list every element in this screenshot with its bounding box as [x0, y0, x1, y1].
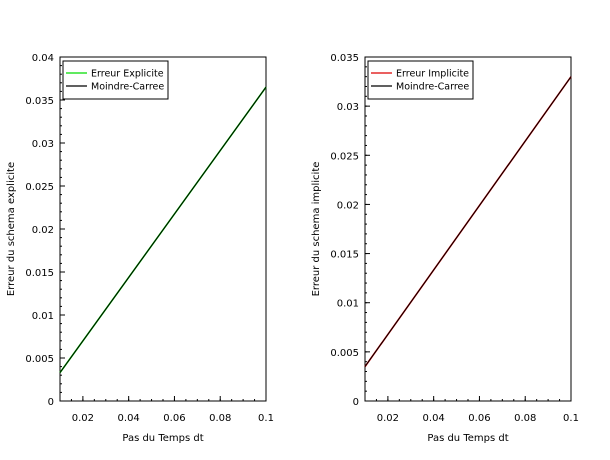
y-tick-label: 0.015: [330, 250, 359, 261]
plot-frame: [364, 56, 572, 402]
y-tick-label: 0.015: [25, 268, 54, 279]
x-tick-label: 0.04: [118, 413, 140, 424]
y-tick-label: 0.025: [25, 182, 54, 193]
y-tick-label: 0.02: [337, 200, 359, 211]
y-tick-label: 0.01: [32, 311, 54, 322]
legend-box: [62, 60, 169, 100]
x-tick-label: 0.06: [163, 413, 185, 424]
legend-entry: Moindre-Carree: [396, 82, 469, 93]
legend-box: [367, 60, 474, 100]
y-tick-label: 0.02: [32, 225, 54, 236]
series-line-2: [364, 76, 572, 367]
x-tick-label: 0.08: [514, 413, 536, 424]
legend-entry: Erreur Implicite: [396, 69, 469, 80]
y-tick-label: 0.005: [330, 348, 359, 359]
y-tick-label: 0.025: [330, 151, 359, 162]
x-axis-label: Pas du Temps dt: [427, 433, 508, 444]
x-tick-label: 0.1: [563, 413, 579, 424]
x-tick-label: 0.08: [209, 413, 231, 424]
series-line-2: [59, 86, 267, 373]
y-tick-label: 0.04: [32, 53, 54, 64]
x-tick-label: 0.1: [258, 413, 274, 424]
legend: Erreur Implicite Moindre-Carree: [367, 60, 474, 100]
x-tick-label: 0.04: [423, 413, 445, 424]
y-tick-label: 0.01: [337, 299, 359, 310]
legend-entry: Moindre-Carree: [91, 82, 164, 93]
legend-entry: Erreur Explicite: [91, 69, 164, 80]
chart-panel-2: 0.02 0.04 0.06 0.08 0.1 0 0.005 0.01 0.015 0.02 0.…: [311, 53, 579, 444]
y-tick-label: 0.03: [337, 102, 359, 113]
y-tick-label: 0.005: [25, 354, 54, 365]
y-tick-label: 0: [353, 397, 359, 408]
x-tick-label: 0.02: [72, 413, 94, 424]
x-tick-label: 0.02: [377, 413, 399, 424]
y-tick-label: 0: [48, 397, 54, 408]
y-axis-label: Erreur du schema explicite: [6, 162, 17, 296]
chart-panel-1: 0.02 0.04 0.06 0.08 0.1 0 0.005 0.01 0.015 0.02 0.…: [6, 53, 274, 444]
x-axis-label: Pas du Temps dt: [122, 433, 203, 444]
legend: Erreur Explicite Moindre-Carree: [62, 60, 169, 100]
y-axis-label: Erreur du schema implicite: [311, 162, 322, 297]
y-tick-label: 0.03: [32, 139, 54, 150]
y-tick-label: 0.035: [25, 96, 54, 107]
y-tick-label: 0.035: [330, 53, 359, 64]
x-tick-label: 0.06: [468, 413, 490, 424]
